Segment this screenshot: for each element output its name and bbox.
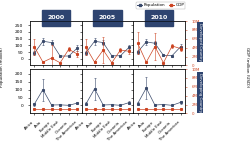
Title: 2000: 2000 [47, 15, 64, 20]
Text: Developing Country: Developing Country [198, 73, 202, 112]
Title: 2005: 2005 [99, 15, 116, 20]
Text: Developed Country: Developed Country [198, 23, 202, 61]
Text: GDP (million (USD)): GDP (million (USD)) [246, 47, 250, 87]
Title: 2010: 2010 [150, 15, 168, 20]
Legend: Population, GDP: Population, GDP [136, 2, 186, 9]
Text: Population (million): Population (million) [0, 47, 4, 87]
